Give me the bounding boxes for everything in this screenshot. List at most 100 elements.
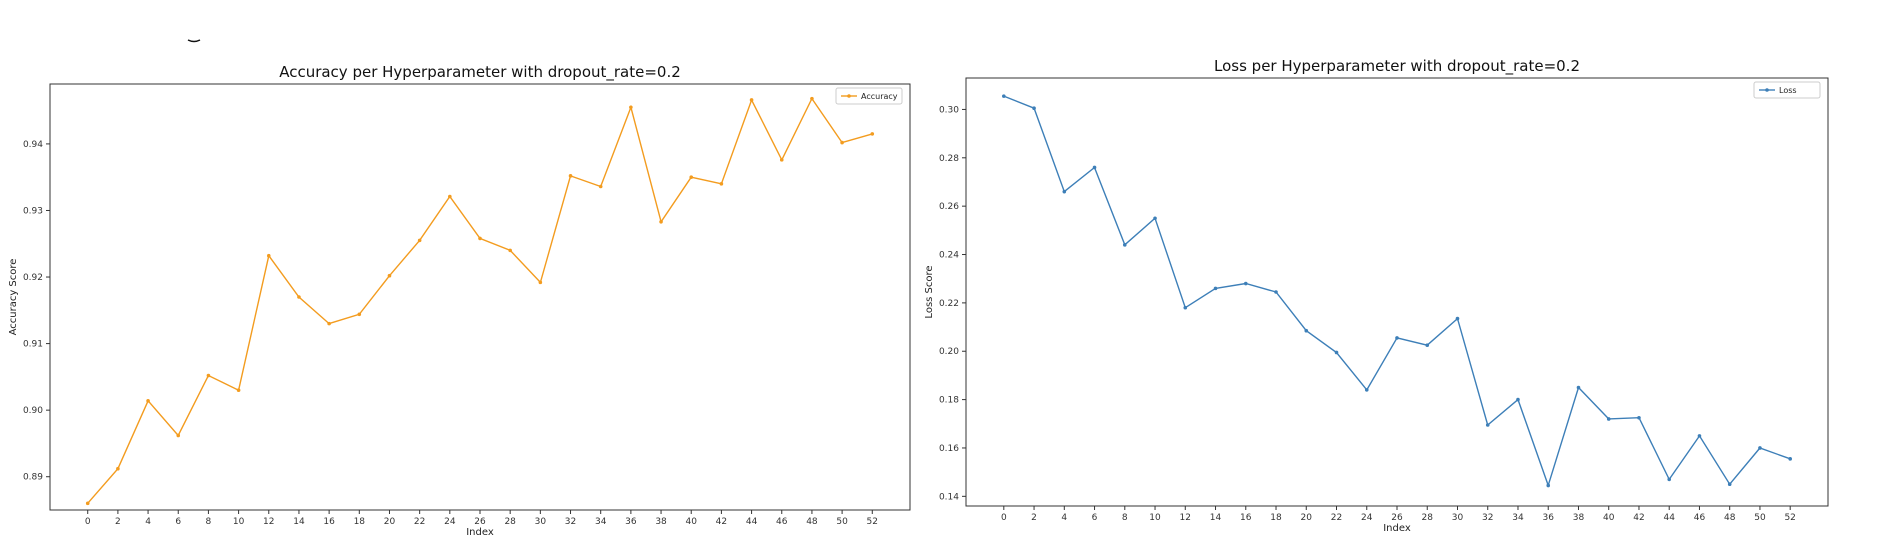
accuracy-data-point (297, 295, 301, 299)
loss-data-point (1153, 216, 1157, 221)
accuracy-chart: Accuracy per Hyperparameter with dropout… (8, 63, 911, 538)
accuracy-x-tick-label: 50 (836, 517, 848, 527)
accuracy-y-tick-label: 0.90 (23, 406, 43, 416)
loss-data-point (1576, 385, 1581, 390)
loss-y-axis-label: Loss Score (924, 265, 935, 318)
accuracy-data-point (327, 321, 331, 326)
accuracy-chart-title: Accuracy per Hyperparameter with dropout… (279, 63, 681, 82)
accuracy-data-point (85, 501, 90, 506)
accuracy-data-point (538, 280, 543, 285)
loss-y-tick-label: 0.22 (939, 299, 959, 309)
accuracy-x-tick-label: 38 (655, 517, 667, 527)
loss-x-tick-label: 0 (1001, 513, 1007, 523)
accuracy-x-tick-label: 10 (233, 517, 245, 527)
loss-y-tick-label: 0.26 (939, 202, 959, 212)
loss-x-axis-label: Index (1383, 523, 1411, 534)
loss-x-tick-label: 38 (1573, 513, 1585, 523)
accuracy-legend-box (835, 87, 903, 105)
accuracy-x-tick-label: 8 (206, 517, 212, 527)
accuracy-x-axis-label: Index (466, 527, 494, 538)
loss-x-tick-label: 2 (1031, 513, 1037, 523)
loss-data-point (1274, 290, 1278, 294)
accuracy-x-tick-label: 20 (384, 517, 396, 527)
accuracy-data-point (689, 175, 694, 179)
loss-x-tick-label: 44 (1663, 513, 1675, 523)
accuracy-x-tick-label: 16 (323, 517, 335, 527)
loss-data-point (1546, 483, 1551, 488)
accuracy-plot-frame (49, 83, 911, 511)
loss-x-tick-label: 52 (1784, 513, 1795, 523)
accuracy-y-tick-label: 0.94 (23, 140, 43, 150)
accuracy-y-tick-label: 0.89 (23, 473, 43, 483)
accuracy-data-point (629, 105, 633, 110)
accuracy-y-tick-label: 0.92 (23, 273, 43, 283)
loss-data-point (1062, 189, 1067, 194)
loss-y-tick-label: 0.28 (939, 154, 959, 164)
accuracy-x-tick-label: 14 (293, 517, 305, 527)
loss-y-tick-label: 0.24 (939, 251, 959, 261)
loss-x-tick-label: 42 (1633, 513, 1644, 523)
loss-x-tick-label: 8 (1122, 513, 1128, 523)
loss-x-tick-label: 50 (1754, 513, 1766, 523)
loss-x-tick-label: 46 (1694, 513, 1706, 523)
loss-x-tick-label: 28 (1422, 513, 1434, 523)
loss-x-tick-label: 30 (1452, 513, 1464, 523)
loss-chart: Loss per Hyperparameter with dropout_rat… (924, 57, 1829, 534)
accuracy-data-point (357, 312, 362, 317)
accuracy-data-point (598, 184, 603, 189)
accuracy-x-tick-label: 48 (806, 517, 818, 527)
loss-y-tick-label: 0.30 (939, 105, 959, 115)
accuracy-data-point (387, 273, 392, 278)
accuracy-x-tick-label: 12 (263, 517, 274, 527)
loss-x-tick-label: 18 (1270, 513, 1282, 523)
loss-chart-title: Loss per Hyperparameter with dropout_rat… (1214, 57, 1580, 76)
loss-data-point (1425, 343, 1430, 347)
loss-data-point (1032, 106, 1036, 111)
accuracy-x-tick-label: 36 (625, 517, 637, 527)
loss-legend-box (1753, 81, 1821, 99)
loss-x-tick-label: 20 (1301, 513, 1313, 523)
accuracy-data-point (116, 466, 120, 471)
accuracy-series-line (87, 97, 873, 504)
accuracy-data-point (176, 433, 181, 438)
loss-x-tick-label: 24 (1361, 513, 1373, 523)
accuracy-data-point (568, 174, 573, 178)
loss-x-tick-label: 26 (1391, 513, 1403, 523)
accuracy-x-tick-label: 18 (354, 517, 366, 527)
loss-data-point (1516, 397, 1520, 402)
accuracy-data-point (749, 98, 754, 102)
accuracy-data-point (659, 219, 663, 224)
accuracy-legend-marker (847, 94, 851, 98)
accuracy-data-point (719, 182, 724, 186)
loss-data-point (1364, 388, 1369, 392)
accuracy-data-point (236, 388, 241, 392)
accuracy-x-tick-label: 30 (535, 517, 547, 527)
loss-legend-marker (1765, 88, 1769, 92)
loss-x-tick-label: 4 (1061, 513, 1067, 523)
accuracy-data-point (417, 238, 422, 243)
accuracy-x-tick-label: 44 (746, 517, 758, 527)
accuracy-x-tick-label: 6 (175, 517, 181, 527)
accuracy-x-tick-label: 2 (115, 517, 121, 527)
accuracy-x-tick-label: 52 (867, 517, 878, 527)
loss-x-tick-label: 36 (1543, 513, 1555, 523)
accuracy-data-point (448, 194, 452, 199)
accuracy-y-tick-label: 0.91 (23, 340, 43, 350)
accuracy-data-point (266, 253, 271, 258)
accuracy-y-tick-label: 0.93 (23, 206, 43, 216)
loss-x-tick-label: 40 (1603, 513, 1615, 523)
loss-data-point (1455, 316, 1460, 321)
loss-series-line (1003, 95, 1791, 488)
accuracy-x-tick-label: 42 (716, 517, 727, 527)
accuracy-data-point (508, 248, 512, 253)
loss-x-tick-label: 22 (1331, 513, 1342, 523)
loss-data-point (1697, 434, 1702, 438)
stray-mark (187, 39, 201, 43)
loss-data-point (1183, 305, 1188, 310)
loss-data-point (1243, 281, 1248, 286)
accuracy-x-tick-label: 46 (776, 517, 788, 527)
loss-y-tick-label: 0.16 (939, 444, 959, 454)
accuracy-data-point (840, 140, 844, 145)
accuracy-data-point (206, 373, 211, 378)
